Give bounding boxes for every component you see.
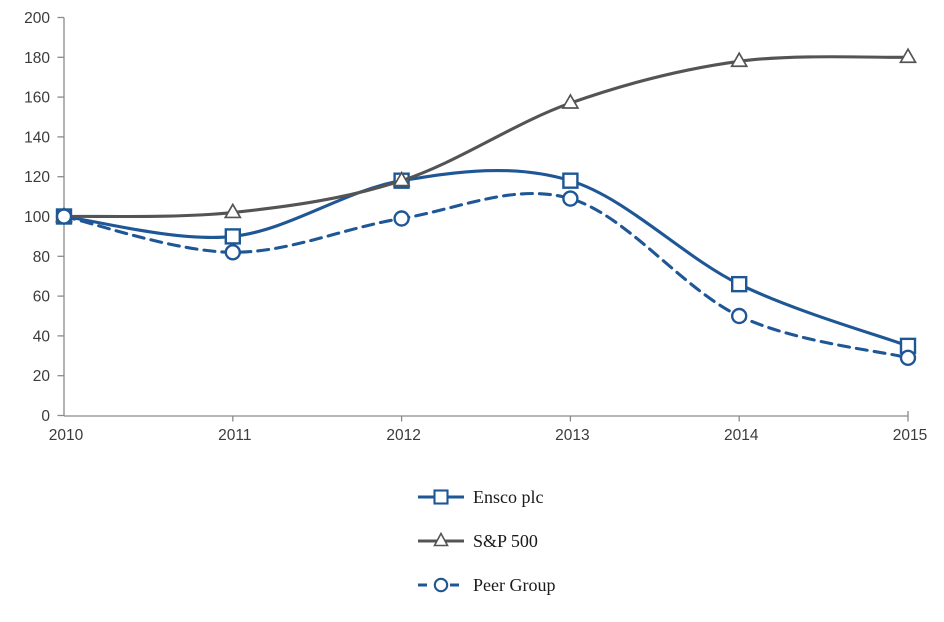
series-line-1	[62, 55, 910, 219]
marker-square	[731, 275, 748, 293]
y-tick-label: 0	[41, 408, 50, 425]
legend-marker-triangle	[433, 531, 449, 547]
marker-triangle	[899, 47, 917, 64]
marker-triangle	[392, 170, 411, 187]
x-tick-label: 2010	[49, 427, 84, 444]
x-tick-label: 2013	[555, 427, 589, 444]
legend-marker-square	[433, 489, 449, 505]
y-tick-label: 140	[24, 129, 50, 146]
marker-circle	[55, 208, 73, 225]
legend-label: Peer Group	[473, 574, 556, 595]
y-tick-label: 60	[33, 289, 51, 306]
legend-circle-line-icon	[418, 577, 464, 593]
x-tick-label: 2014	[724, 427, 759, 444]
legend: Ensco plc S&P 500 Peer Group	[417, 475, 555, 607]
legend-label: Ensco plc	[473, 486, 544, 507]
x-tick-label: 2011	[218, 427, 251, 444]
y-tick-label: 200	[24, 10, 50, 27]
marker-circle	[731, 307, 748, 325]
plot-area: 0 20 40 60 80 100 120 140 160 180 200 2010 2011 2012 2…	[24, 10, 927, 444]
marker-circle	[224, 244, 242, 261]
marker-circle	[393, 210, 410, 227]
series-line-2	[62, 191, 910, 360]
marker-circle	[899, 349, 917, 366]
legend-square-line-icon	[418, 489, 464, 505]
x-tick-label: 2015	[893, 427, 927, 444]
marker-triangle	[223, 202, 242, 219]
marker-square	[224, 228, 242, 245]
legend-triangle-line-icon	[418, 531, 464, 547]
legend-item-peer-group: Peer Group	[417, 563, 555, 607]
legend-label: S&P 500	[473, 530, 538, 551]
marker-triangle	[730, 51, 749, 68]
y-tick-label: 120	[24, 169, 50, 186]
marker-circle	[562, 190, 579, 207]
y-tick-label: 100	[24, 209, 50, 226]
legend-item-s-p-500: S&P 500	[417, 519, 555, 563]
y-tick-label: 180	[24, 50, 50, 67]
y-tick-label: 20	[33, 368, 51, 385]
y-tick-label: 40	[33, 328, 51, 345]
series-line-0	[62, 168, 910, 348]
legend-marker-circle	[433, 577, 449, 593]
y-tick-label: 160	[24, 90, 50, 107]
marker-triangle	[561, 93, 580, 109]
legend-item-ensco-plc: Ensco plc	[417, 475, 555, 519]
y-tick-label: 80	[33, 249, 51, 266]
x-tick-label: 2012	[386, 427, 420, 444]
marker-square	[562, 172, 579, 189]
